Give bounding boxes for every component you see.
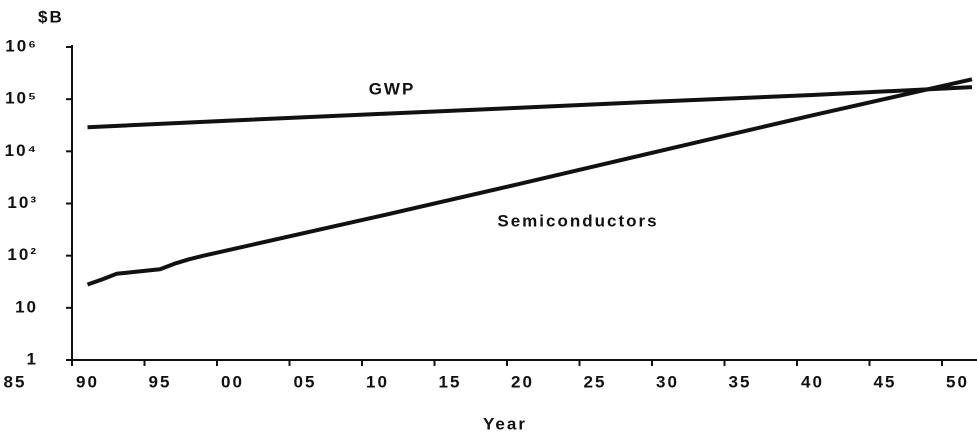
x-tick-label: 30 — [656, 372, 679, 391]
y-tick-label: 10 — [15, 297, 38, 316]
x-tick-label: 85 — [4, 372, 27, 391]
x-tick-label: 00 — [221, 372, 244, 391]
x-tick-label: 95 — [149, 372, 172, 391]
y-tick-label: 10⁶ — [5, 36, 38, 55]
x-axis-label: Year — [483, 414, 527, 433]
line — [87, 85, 973, 130]
series-label: Semiconductors — [497, 211, 658, 230]
x-tick-label: 25 — [584, 372, 607, 391]
x-tick-label: 20 — [511, 372, 534, 391]
y-axis-label: $B — [38, 7, 64, 26]
series-label: GWP — [369, 79, 416, 98]
x-tick-label: 35 — [729, 372, 752, 391]
y-tick-label: 1 — [27, 349, 38, 368]
x-tick-label: 50 — [946, 372, 969, 391]
x-tick-label: 10 — [366, 372, 389, 391]
y-tick-label: 10² — [7, 245, 38, 264]
y-tick-label: 10⁴ — [5, 141, 38, 160]
line — [86, 77, 973, 287]
x-tick-label: 40 — [801, 372, 824, 391]
x-tick-label: 90 — [76, 372, 99, 391]
y-tick-label: 10⁵ — [5, 89, 38, 108]
x-tick-label: 05 — [294, 372, 317, 391]
x-tick-label: 15 — [439, 372, 462, 391]
y-tick-label: 10³ — [7, 193, 38, 212]
x-tick-label: 45 — [874, 372, 897, 391]
